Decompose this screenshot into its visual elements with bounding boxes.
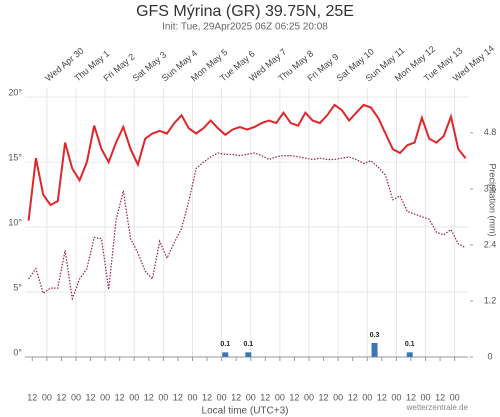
chart-title: GFS Mýrina (GR) 39.75N, 25E	[136, 3, 354, 20]
x-tick-label: 12	[115, 392, 125, 402]
series-line	[27, 103, 467, 221]
x-tick-label: 00	[304, 392, 314, 402]
precip-bar	[406, 352, 413, 357]
precip-bar	[222, 352, 229, 357]
y-tick-label: 0°	[13, 347, 22, 357]
x-tick-label: 12	[56, 392, 66, 402]
x-tick-label: 12	[231, 392, 241, 402]
x-tick-label: 12	[406, 392, 416, 402]
y2-axis-label: Precipitation (mm)	[488, 163, 498, 236]
x-tick-label: 00	[246, 392, 256, 402]
x-tick-label: 12	[435, 392, 445, 402]
precip-label: 0.3	[370, 332, 380, 339]
x-tick-label: 00	[450, 392, 460, 402]
precip-bar	[245, 352, 252, 357]
x-tick-label: 12	[27, 392, 37, 402]
precip-label: 0.1	[220, 341, 230, 348]
x-tick-label: 12	[86, 392, 96, 402]
x-tick-label: 00	[217, 392, 227, 402]
x-tick-label: 12	[289, 392, 299, 402]
x-axis-label: Local time (UTC+3)	[202, 406, 289, 417]
credit: wetterzentrale.de	[406, 403, 469, 412]
x-tick-label: 12	[377, 392, 387, 402]
x-tick-label: 00	[421, 392, 431, 402]
x-tick-label: 00	[333, 392, 343, 402]
y2-tick-label: 1.2	[484, 295, 497, 305]
precip-label: 0.1	[405, 341, 415, 348]
y2-tick-label: 3.6	[484, 183, 497, 193]
precip-bar	[371, 342, 378, 357]
x-tick-label: 00	[391, 392, 401, 402]
chart-subtitle: Init: Tue, 29Apr2025 06Z 06:25 20:08	[162, 22, 328, 33]
x-tick-label: 00	[275, 392, 285, 402]
x-tick-label: 12	[260, 392, 270, 402]
x-tick-label: 00	[158, 392, 168, 402]
x-tick-label: 00	[100, 392, 110, 402]
precip-label: 0.1	[243, 341, 253, 348]
y2-tick-label: 2.4	[484, 239, 497, 249]
y2-tick-label: 0	[487, 351, 492, 361]
x-tick-label: 12	[348, 392, 358, 402]
x-tick-label: 00	[42, 392, 52, 402]
x-tick-label: 00	[187, 392, 197, 402]
x-tick-label: 12	[202, 392, 212, 402]
x-tick-label: 12	[319, 392, 329, 402]
x-tick-label: 12	[173, 392, 183, 402]
x-tick-label: 00	[71, 392, 81, 402]
y2-tick-label: 4.8	[484, 127, 497, 137]
x-tick-label: 12	[144, 392, 154, 402]
x-tick-label: 00	[362, 392, 372, 402]
y-tick-label: 15°	[8, 152, 22, 162]
y-tick-label: 5°	[13, 282, 22, 292]
x-tick-label: 00	[129, 392, 139, 402]
y-tick-label: 20°	[8, 87, 22, 97]
series-line	[28, 152, 466, 301]
y-tick-label: 10°	[8, 217, 22, 227]
